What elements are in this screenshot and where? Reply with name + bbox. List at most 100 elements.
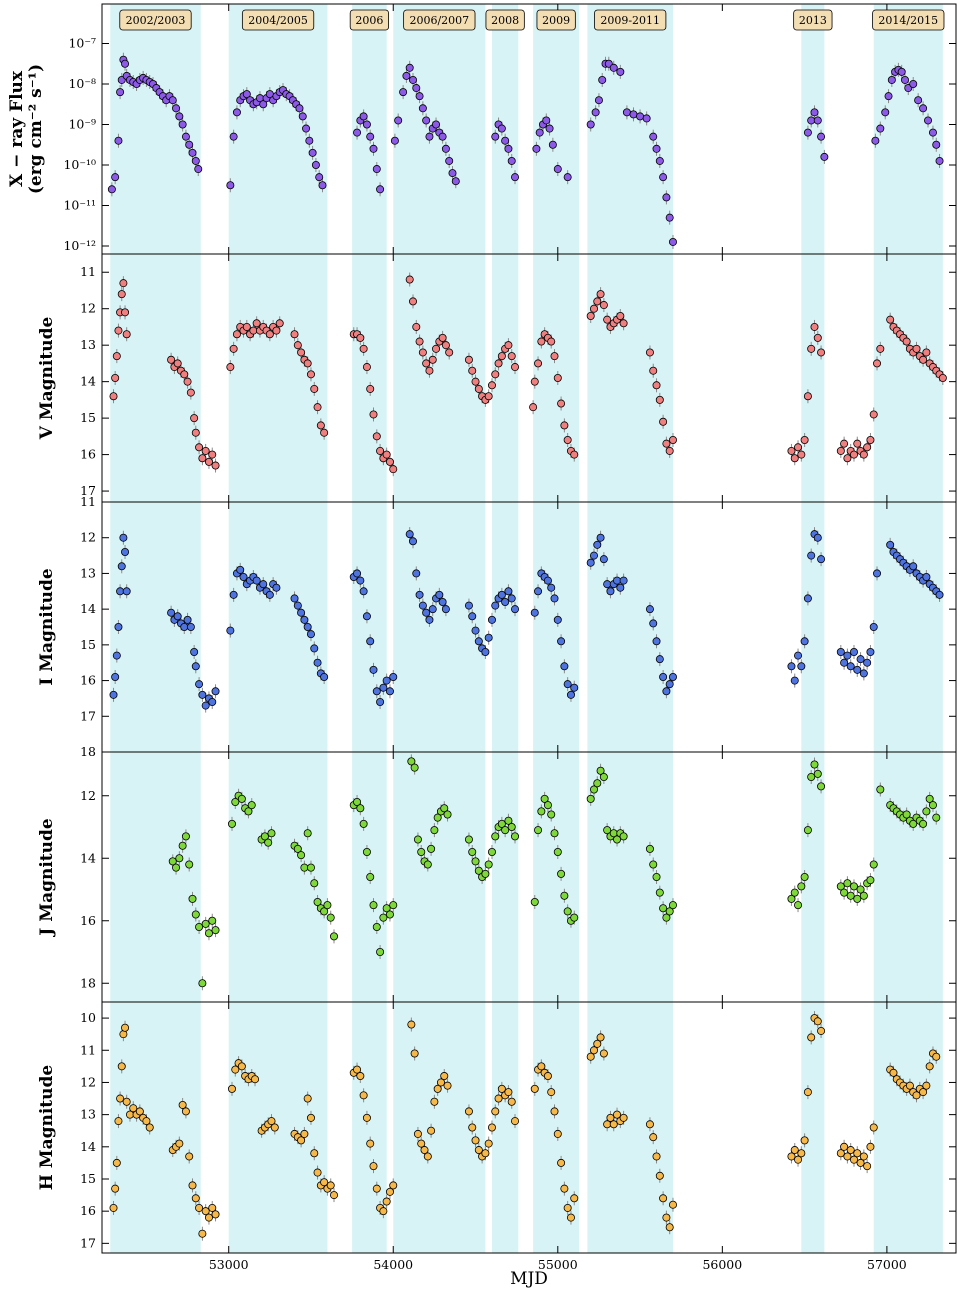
j-point-92 [589, 785, 598, 794]
v-point-26 [232, 330, 241, 339]
xray-point-29 [194, 165, 203, 174]
j-point-124 [849, 882, 858, 891]
i-point-34 [259, 580, 268, 589]
j-point-139 [909, 819, 918, 828]
xray-point-61 [359, 112, 368, 121]
h-point-98 [537, 1062, 546, 1071]
j-point-144 [925, 794, 934, 803]
h-point-140 [843, 1152, 852, 1161]
xray-point-91 [507, 156, 516, 165]
j-point-0 [168, 857, 177, 866]
v-point-109 [599, 301, 608, 310]
j-point-63 [464, 835, 473, 844]
v-point-118 [652, 381, 661, 390]
x-tick-label-0: 53000 [209, 1257, 249, 1272]
xray-point-100 [563, 173, 572, 182]
h-point-8 [122, 1097, 131, 1106]
v-point-130 [807, 344, 816, 353]
season-band-4 [393, 4, 486, 1253]
i-point-90 [534, 587, 543, 596]
xray-point-93 [532, 144, 541, 153]
i-point-20 [201, 701, 210, 710]
v-point-58 [376, 446, 385, 455]
j-point-51 [407, 757, 416, 766]
h-point-79 [440, 1072, 449, 1081]
xray-point-40 [259, 100, 268, 109]
i-point-76 [471, 626, 480, 635]
h-point-21 [185, 1152, 194, 1161]
j-point-122 [843, 879, 852, 888]
j-ytick-label-1: 14 [80, 850, 96, 865]
j-point-13 [211, 926, 220, 935]
v-point-6 [119, 279, 128, 288]
xray-y-axis-label-1: X − ray Flux [7, 70, 27, 187]
xray-ytick-label-0: 10⁻¹² [63, 238, 96, 253]
i-point-58 [379, 683, 388, 692]
v-point-100 [557, 399, 566, 408]
xray-point-75 [418, 104, 427, 113]
j-point-102 [645, 844, 654, 853]
j-point-19 [244, 807, 253, 816]
i-point-62 [405, 530, 414, 539]
v-point-163 [938, 373, 947, 382]
j-point-95 [599, 773, 608, 782]
xray-point-96 [542, 116, 551, 125]
i-point-41 [297, 608, 306, 617]
v-point-110 [603, 315, 612, 324]
season-label-9: 2014/2015 [878, 14, 938, 27]
j-point-24 [267, 829, 276, 838]
v-point-39 [275, 319, 284, 328]
i-point-95 [550, 594, 559, 603]
h-point-136 [813, 1017, 822, 1026]
h-point-108 [570, 1194, 579, 1203]
j-point-39 [353, 798, 362, 807]
i-point-94 [547, 583, 556, 592]
j-ytick-label-0: 12 [80, 788, 96, 803]
xray-point-30 [226, 181, 235, 190]
xray-point-52 [298, 112, 307, 121]
xray-point-62 [362, 120, 371, 129]
xray-point-89 [501, 136, 510, 145]
h-point-59 [359, 1091, 368, 1100]
v-point-105 [586, 311, 595, 320]
season-label-6: 2009 [542, 14, 570, 27]
xray-point-73 [412, 84, 421, 93]
i-point-77 [474, 637, 483, 646]
i-point-118 [662, 687, 671, 696]
xray-ytick-label-1: 10⁻¹¹ [63, 198, 96, 213]
xray-point-107 [609, 63, 618, 72]
i-point-74 [464, 601, 473, 610]
h-point-15 [145, 1123, 154, 1132]
xray-point-116 [659, 173, 668, 182]
j-point-107 [662, 913, 671, 922]
v-point-20 [201, 446, 210, 455]
h-point-150 [889, 1068, 898, 1077]
xray-point-128 [881, 108, 890, 117]
i-point-87 [507, 594, 516, 603]
j-point-52 [410, 763, 419, 772]
v-point-136 [843, 454, 852, 463]
i-point-40 [293, 601, 302, 610]
j-point-41 [359, 819, 368, 828]
i-point-119 [665, 680, 674, 689]
j-point-86 [557, 869, 566, 878]
season-label-1: 2002/2003 [126, 14, 186, 27]
v-ytick-label-0: 11 [80, 264, 96, 279]
h-point-104 [557, 1158, 566, 1167]
v-point-101 [560, 421, 569, 430]
h-point-41 [267, 1117, 276, 1126]
j-point-32 [313, 898, 322, 907]
j-point-126 [856, 885, 865, 894]
h-point-78 [436, 1078, 445, 1087]
h-point-4 [116, 1094, 125, 1103]
v-point-0 [109, 392, 118, 401]
j-point-48 [382, 904, 391, 913]
data-points-layer [107, 52, 947, 1241]
v-point-132 [813, 333, 822, 342]
xray-point-126 [871, 136, 880, 145]
h-point-144 [856, 1158, 865, 1167]
xray-point-28 [191, 156, 200, 165]
i-point-68 [425, 615, 434, 624]
j-point-3 [178, 841, 187, 850]
j-point-54 [417, 848, 426, 857]
